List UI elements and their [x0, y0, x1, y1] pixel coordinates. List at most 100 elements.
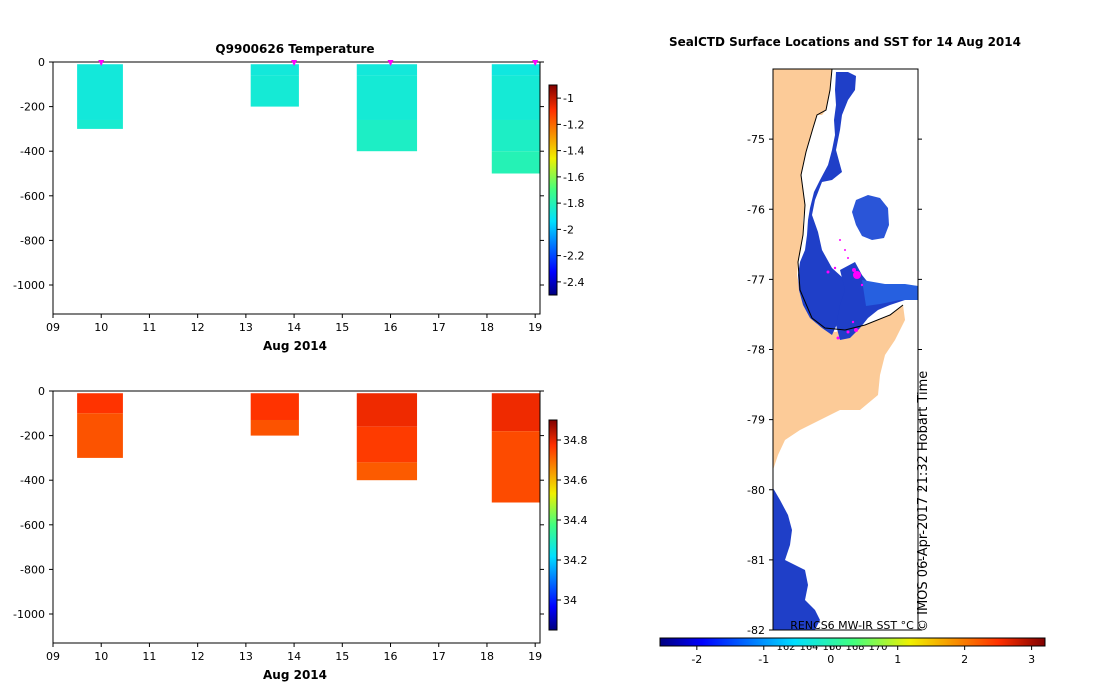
x-tick-label: 11: [142, 321, 156, 334]
seal-location-marker: [833, 266, 837, 270]
x-tick-label: 12: [191, 650, 205, 663]
x-tick-label: 16: [384, 650, 398, 663]
temperature-surface-markers: [98, 60, 539, 66]
lon-tick-label: 164: [799, 642, 818, 653]
colorbar-tick-label: -1.6: [563, 171, 584, 184]
sst-colorbar-tick-label: -1: [758, 653, 769, 666]
x-tick-label: 13: [239, 321, 253, 334]
map-credit: © IMOS 06-Apr-2017 21:32 Hobart Time: [916, 371, 931, 632]
temperature-colorbar: [548, 84, 558, 296]
lat-tick-label: -77: [747, 273, 765, 286]
seal-location-marker: [847, 257, 849, 259]
seal-location-marker: [854, 328, 858, 332]
profile-3-cell: [356, 426, 418, 463]
seal-location-marker: [852, 268, 856, 272]
surface-location-marker: [98, 60, 105, 66]
salinity-x-axis-label: Aug 2014: [263, 668, 327, 682]
seal-location-marker: [836, 336, 840, 340]
profile-1-cell: [77, 119, 123, 129]
temperature-chart-title: Q9900626 Temperature: [215, 42, 374, 56]
lat-tick-label: -80: [747, 484, 765, 497]
colorbar-tick-label: 34.4: [563, 514, 588, 527]
profile-2-cell: [250, 393, 299, 420]
map-sst-coastal: [798, 72, 856, 335]
x-tick-label: 19: [528, 321, 542, 334]
x-tick-label: 11: [142, 650, 156, 663]
colorbar-tick-label: 34: [563, 594, 577, 607]
map-title: SealCTD Surface Locations and SST for 14…: [669, 35, 1021, 49]
lon-tick-label: 170: [868, 642, 887, 653]
lat-tick-label: -75: [747, 133, 765, 146]
lat-tick-label: -78: [747, 344, 765, 357]
y-tick-label: 0: [38, 385, 45, 398]
lon-tick-label: 162: [776, 642, 795, 653]
profile-3-cell: [356, 75, 418, 120]
y-tick-label: -600: [20, 519, 45, 532]
y-tick-label: -400: [20, 474, 45, 487]
colorbar-tick-label: 34.8: [563, 434, 588, 447]
x-tick-label: 14: [287, 321, 301, 334]
seal-location-marker: [853, 271, 861, 279]
x-tick-label: 09: [46, 321, 60, 334]
temperature-x-axis: 09 10 11 12 13 14 15 16 17 18 19: [46, 314, 542, 334]
temperature-x-axis-label: Aug 2014: [263, 339, 327, 353]
y-tick-label: -1000: [13, 608, 45, 621]
surface-location-marker: [387, 60, 394, 66]
profile-4-cell: [491, 393, 540, 432]
profile-2-cell: [250, 419, 299, 436]
profile-4-cell: [491, 75, 540, 120]
colorbar-tick-label: -1: [563, 92, 574, 105]
profile-4-cell: [491, 431, 540, 503]
x-tick-label: 15: [335, 650, 349, 663]
y-tick-label: -600: [20, 190, 45, 203]
seal-location-marker: [844, 249, 846, 251]
map-sst-eastern: [862, 280, 918, 306]
colorbar-tick-label: -1.4: [563, 145, 584, 158]
colorbar-tick-label: -1.2: [563, 118, 584, 131]
salinity-colorbar: [548, 419, 558, 631]
lat-tick-label: -79: [747, 414, 765, 427]
profile-4-cell: [491, 64, 540, 76]
x-tick-label: 09: [46, 650, 60, 663]
temperature-panel: Q9900626 Temperature 0 -200 -400 -600 -800 -1…: [13, 42, 584, 353]
sst-colorbar-tick-label: 0: [827, 653, 834, 666]
salinity-colorbar-ticks: 34.8 34.6 34.4 34.2 34: [557, 434, 588, 607]
sst-colorbar-tick-label: -2: [691, 653, 702, 666]
x-tick-label: 13: [239, 650, 253, 663]
y-tick-label: 0: [38, 56, 45, 69]
salinity-y-axis: 0 -200 -400 -600 -800 -1000: [13, 385, 544, 621]
salinity-x-axis: 09 10 11 12 13 14 15 16 17 18 19: [46, 643, 542, 663]
colorbar-tick-label: -2.4: [563, 276, 584, 289]
y-tick-label: -800: [20, 563, 45, 576]
profile-3-cell: [356, 462, 418, 481]
seal-location-marker: [826, 270, 830, 274]
lat-tick-label: -76: [747, 203, 765, 216]
profile-2-cell: [250, 75, 299, 107]
sst-colorbar-tick-label: 1: [894, 653, 901, 666]
seal-location-marker: [851, 320, 855, 324]
lat-tick-label: -81: [747, 554, 765, 567]
colorbar-tick-label: 34.2: [563, 554, 588, 567]
map-sst-southwest: [773, 488, 820, 630]
colorbar-tick-label: -2: [563, 223, 574, 236]
profile-2-cell: [250, 64, 299, 76]
map-coastline: [797, 68, 904, 331]
x-tick-label: 14: [287, 650, 301, 663]
profile-1-cell: [77, 393, 123, 414]
colorbar-tick-label: -2.2: [563, 250, 584, 263]
salinity-panel: 0 -200 -400 -600 -800 -1000 09 10 11 12 13 14 15 16 1…: [13, 385, 587, 682]
seal-location-marker: [839, 239, 841, 241]
seal-location-marker: [860, 283, 864, 287]
map-latitude-axis: -75 -76 -77 -78 -79 -80 -81 -82: [747, 133, 922, 637]
y-tick-label: -1000: [13, 279, 45, 292]
y-tick-label: -200: [20, 430, 45, 443]
y-tick-label: -800: [20, 234, 45, 247]
x-tick-label: 15: [335, 321, 349, 334]
map-sst-polynya: [852, 195, 889, 240]
colorbar-tick-label: 34.6: [563, 474, 588, 487]
temperature-colorbar-ticks: -1 -1.2 -1.4 -1.6 -1.8 -2 -2.2 -2.4: [557, 92, 584, 289]
salinity-cells: [77, 393, 540, 503]
y-tick-label: -400: [20, 145, 45, 158]
sst-colorbar: [659, 637, 1046, 647]
